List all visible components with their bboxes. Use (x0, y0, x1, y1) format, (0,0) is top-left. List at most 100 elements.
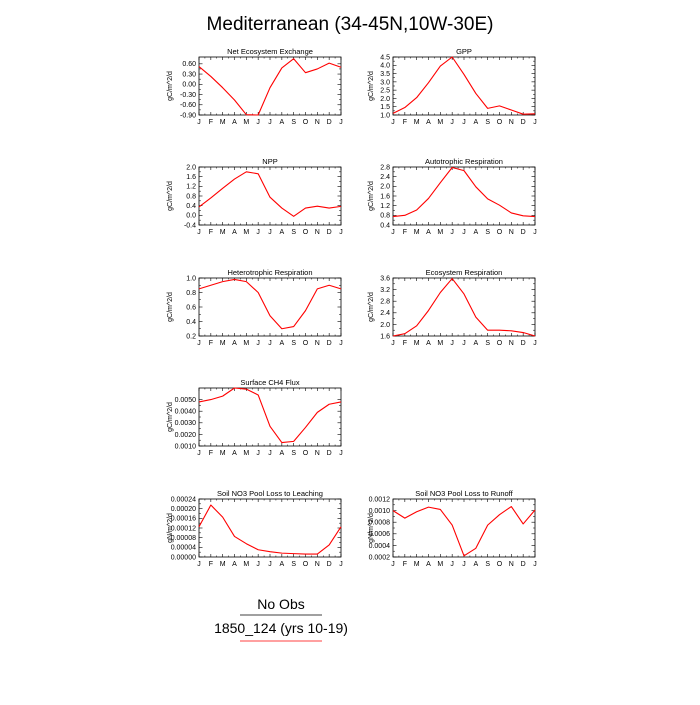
x-tick-label: J (462, 119, 466, 126)
x-tick-label: J (197, 450, 201, 457)
x-tick-label: M (243, 561, 249, 568)
y-tick-label: 1.5 (380, 104, 390, 111)
x-tick-label: D (327, 119, 332, 126)
y-tick-label: 0.0020 (175, 432, 197, 439)
x-tick-label: A (232, 450, 237, 457)
x-tick-label: J (256, 229, 260, 236)
x-tick-label: N (509, 119, 514, 126)
x-tick-label: D (521, 340, 526, 347)
y-tick-label: 1.6 (186, 174, 196, 181)
x-tick-label: J (268, 561, 272, 568)
page-title: Mediterranean (34-45N,10W-30E) (207, 14, 494, 35)
y-tick-label: 3.6 (380, 275, 390, 282)
y-tick-label: 3.2 (380, 287, 390, 294)
x-tick-label: J (533, 119, 537, 126)
x-tick-label: A (232, 561, 237, 568)
y-tick-label: 2.4 (380, 310, 390, 317)
x-tick-label: J (391, 229, 395, 236)
y-tick-label: 1.2 (186, 184, 196, 191)
x-tick-label: J (391, 561, 395, 568)
y-tick-label: 0.0050 (175, 397, 197, 404)
x-tick-label: J (256, 561, 260, 568)
plot-frame (392, 56, 536, 116)
y-tick-label: -0.4 (184, 222, 196, 229)
y-axis-title: gN/m^2/d (368, 513, 375, 543)
series-line (198, 387, 342, 444)
panel-title: Surface CH4 Flux (240, 378, 299, 387)
y-tick-label: 3.5 (380, 71, 390, 78)
x-tick-label: A (473, 229, 478, 236)
x-tick-label: A (426, 561, 431, 568)
x-tick-label: F (209, 340, 213, 347)
x-tick-label: N (509, 340, 514, 347)
x-tick-label: J (462, 561, 466, 568)
x-tick-label: D (327, 561, 332, 568)
x-tick-label: J (450, 229, 454, 236)
plot-frame (198, 498, 342, 558)
x-tick-label: M (437, 340, 443, 347)
y-axis-title: gC/m^2/d (368, 292, 375, 322)
panel-title: Autotrophic Respiration (425, 157, 503, 166)
x-tick-label: M (414, 561, 420, 568)
x-tick-label: J (256, 450, 260, 457)
y-axis-title: gC/m^2/d (167, 292, 174, 322)
y-tick-label: 2.4 (380, 174, 390, 181)
x-tick-label: J (197, 340, 201, 347)
x-tick-label: M (220, 229, 226, 236)
y-tick-label: 2.0 (380, 322, 390, 329)
y-tick-label: 3.0 (380, 79, 390, 86)
x-tick-label: J (339, 450, 343, 457)
legend-obs-label: No Obs (257, 596, 304, 612)
panel-title: GPP (456, 47, 472, 56)
x-tick-label: O (303, 340, 309, 347)
y-tick-label: 0.8 (186, 290, 196, 297)
x-tick-label: A (473, 340, 478, 347)
x-tick-label: M (220, 119, 226, 126)
x-tick-label: A (279, 561, 284, 568)
x-tick-label: J (197, 119, 201, 126)
y-tick-label: 2.0 (380, 184, 390, 191)
plot-frame (392, 498, 536, 558)
x-tick-label: J (256, 119, 260, 126)
x-tick-label: F (209, 229, 213, 236)
x-tick-label: S (291, 450, 296, 457)
y-tick-label: 0.0006 (369, 531, 391, 538)
x-tick-label: F (209, 119, 213, 126)
y-tick-label: 0.2 (186, 333, 196, 340)
x-tick-label: J (462, 340, 466, 347)
x-tick-label: A (279, 450, 284, 457)
x-tick-label: M (414, 119, 420, 126)
x-tick-label: S (485, 340, 490, 347)
x-tick-label: D (521, 561, 526, 568)
x-tick-label: N (315, 119, 320, 126)
y-tick-label: 0.0004 (369, 543, 391, 550)
x-tick-label: S (291, 561, 296, 568)
x-tick-label: J (268, 119, 272, 126)
plot-frame (392, 166, 536, 226)
series-line (198, 58, 342, 116)
y-tick-label: 0.0008 (369, 520, 391, 527)
x-tick-label: F (209, 450, 213, 457)
x-tick-label: D (521, 229, 526, 236)
x-tick-label: J (450, 119, 454, 126)
x-tick-label: N (509, 561, 514, 568)
x-tick-label: A (426, 340, 431, 347)
x-tick-label: M (243, 340, 249, 347)
panel-title: Net Ecosystem Exchange (227, 47, 313, 56)
x-tick-label: J (450, 561, 454, 568)
y-tick-label: 4.0 (380, 63, 390, 70)
y-tick-label: 1.2 (380, 203, 390, 210)
y-axis-title: gC/m^2/d (368, 71, 375, 101)
panel-title: Soil NO3 Pool Loss to Leaching (217, 489, 323, 498)
x-tick-label: O (497, 229, 503, 236)
x-tick-label: M (414, 229, 420, 236)
panel-title: Ecosystem Respiration (426, 268, 503, 277)
series-line (198, 504, 342, 555)
y-axis-title: gC/m^2/d (167, 402, 174, 432)
y-tick-label: 0.8 (186, 193, 196, 200)
